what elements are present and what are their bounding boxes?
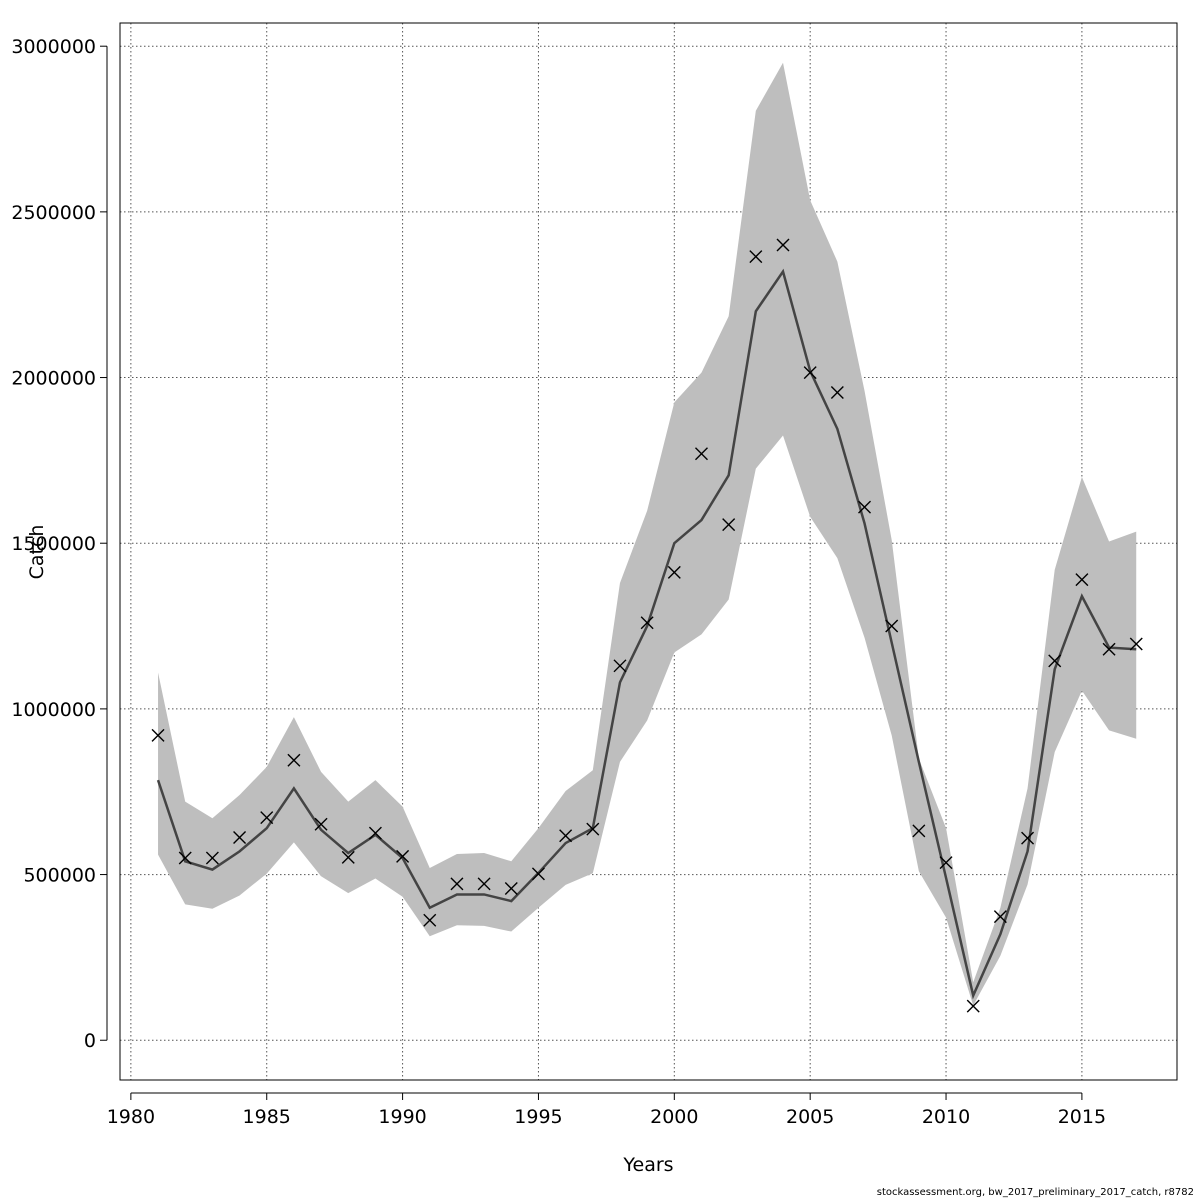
data-point-marker — [450, 877, 464, 891]
data-point-marker — [803, 366, 817, 380]
data-point-marker — [776, 238, 790, 252]
data-point-marker — [559, 829, 573, 843]
data-point-marker — [504, 881, 518, 895]
estimate-line — [156, 268, 1137, 1000]
x-tick-label: 1980 — [107, 1106, 155, 1128]
x-tick-label: 1995 — [514, 1106, 562, 1128]
data-point-marker — [314, 817, 328, 831]
data-point-marker — [205, 851, 219, 865]
observed-markers — [151, 238, 1143, 1013]
data-point-marker — [885, 619, 899, 633]
data-point-marker — [858, 500, 872, 514]
data-point-marker — [233, 830, 247, 844]
y-tick-label: 0 — [84, 1030, 96, 1052]
data-point-marker — [368, 826, 382, 840]
x-axis-label: Years — [622, 1154, 673, 1176]
data-point-marker — [722, 518, 736, 532]
y-tick-label: 2500000 — [11, 202, 96, 224]
data-point-marker — [966, 999, 980, 1013]
data-point-marker — [993, 910, 1007, 924]
data-point-marker — [341, 850, 355, 864]
data-point-marker — [1021, 831, 1035, 845]
data-point-marker — [912, 824, 926, 838]
data-point-marker — [1075, 573, 1089, 587]
y-tick-label: 500000 — [23, 865, 96, 887]
data-point-marker — [1102, 642, 1116, 656]
data-point-marker — [939, 856, 953, 870]
data-point-marker — [396, 849, 410, 863]
x-tick-label: 1985 — [243, 1106, 291, 1128]
y-axis: 0 500000 1000000 1500000 2000000 2500000 30000… — [11, 36, 108, 1052]
x-tick-label: 2005 — [786, 1106, 834, 1128]
data-point-marker — [613, 659, 627, 673]
data-point-marker — [477, 877, 491, 891]
data-point-marker — [640, 616, 654, 630]
data-point-marker — [423, 913, 437, 927]
x-tick-label: 2015 — [1058, 1106, 1106, 1128]
y-tick-label: 1000000 — [11, 699, 96, 721]
data-point-marker — [749, 250, 763, 264]
confidence-band — [158, 62, 1137, 1006]
credit-text: stockassessment.org, bw_2017_preliminary… — [876, 1187, 1194, 1198]
data-point-marker — [1129, 637, 1143, 651]
data-point-marker — [151, 728, 165, 742]
y-tick-label: 1500000 — [11, 533, 96, 555]
x-tick-label: 2000 — [650, 1106, 698, 1128]
data-point-marker — [178, 851, 192, 865]
y-axis-label: Catch — [26, 525, 48, 580]
data-point-marker — [586, 822, 600, 836]
data-point-marker — [531, 867, 545, 881]
data-point-marker — [1048, 654, 1062, 668]
data-point-marker — [830, 385, 844, 399]
y-tick-label: 2000000 — [11, 368, 96, 390]
x-tick-label: 1990 — [378, 1106, 426, 1128]
y-tick-label: 3000000 — [11, 36, 96, 58]
data-point-marker — [694, 447, 708, 461]
plot-frame — [119, 22, 1178, 1081]
data-point-marker — [287, 753, 301, 767]
x-axis: 1980 1985 1990 1995 2000 2005 2010 2015 — [107, 1092, 1106, 1128]
data-point-marker — [667, 565, 681, 579]
x-tick-label: 2010 — [922, 1106, 970, 1128]
data-point-marker — [260, 811, 274, 825]
